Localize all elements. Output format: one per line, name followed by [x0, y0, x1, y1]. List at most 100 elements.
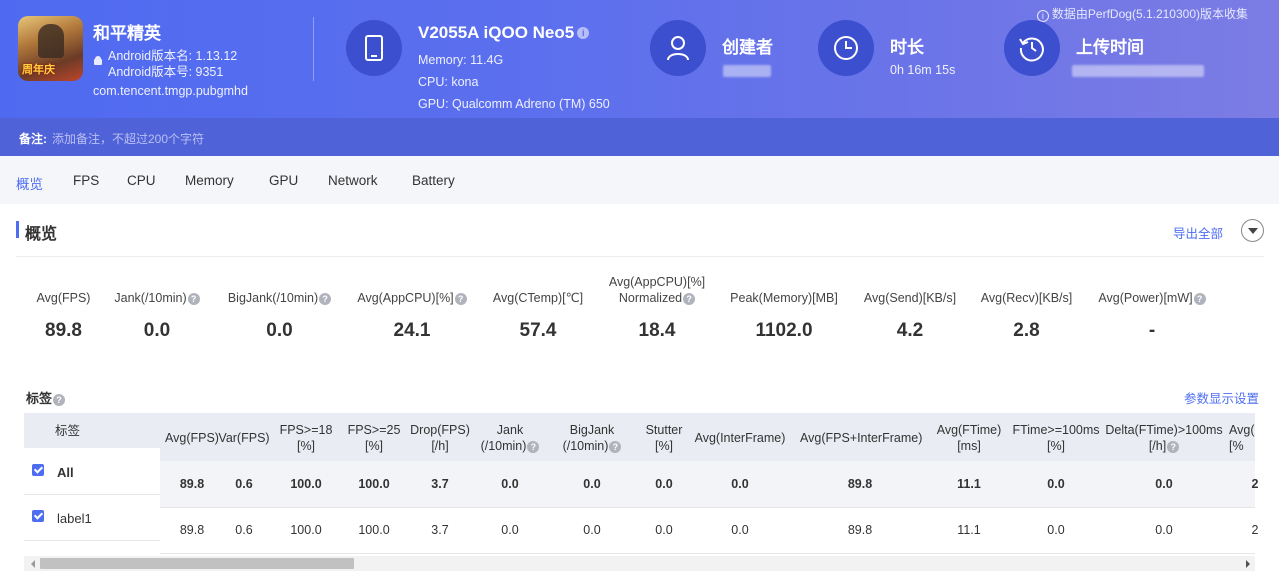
source-note: i 数据由PerfDog(5.1.210300)版本收集 — [1036, 5, 1248, 22]
tab-network[interactable]: Network — [328, 173, 378, 188]
creator-badge — [650, 20, 706, 76]
tags-title: 标签? — [26, 388, 66, 407]
help-icon[interactable]: ? — [454, 293, 467, 305]
tablet-icon — [365, 35, 383, 61]
tab-battery[interactable]: Battery — [412, 173, 455, 188]
device-name: V2055A iQOO Neo5 i — [418, 23, 590, 43]
device-memory: Memory: 11.4G — [418, 53, 504, 67]
col-header: FTime>=100ms [%] — [996, 422, 1116, 454]
col-header-line2: [%] — [364, 439, 384, 453]
android-version-code: Android版本号: 9351 — [108, 65, 224, 79]
col-header: Avg(FPS+InterFrame) — [800, 431, 923, 445]
stat-value: 18.4 — [638, 320, 676, 341]
help-icon[interactable]: ? — [683, 293, 696, 305]
stat-value: 0.0 — [143, 320, 171, 341]
col-header-line2: (/10min)? — [450, 438, 570, 454]
help-icon[interactable]: ? — [319, 293, 332, 305]
help-icon[interactable]: ? — [53, 394, 66, 406]
stat-appcpu-normalized: Avg(AppCPU)[%] Normalized? 18.4 — [601, 274, 713, 341]
table-cell: 0.0 — [655, 477, 673, 491]
tab-memory[interactable]: Memory — [185, 173, 234, 188]
device-cpu: CPU: kona — [418, 75, 479, 89]
table-cell: 100.0 — [358, 523, 390, 537]
help-icon[interactable]: ? — [1193, 293, 1206, 305]
help-icon[interactable]: ? — [1167, 441, 1180, 453]
col-header: Drop(FPS) [/h] — [380, 422, 500, 454]
device-badge — [346, 20, 402, 76]
col-header-line1: Drop(FPS) — [410, 423, 470, 437]
table-cell: 11.1 — [957, 477, 981, 491]
user-icon — [667, 36, 689, 61]
note-input[interactable]: 添加备注，不超过200个字符 — [52, 132, 205, 146]
table-cell: 0.0 — [501, 477, 519, 491]
section-title: 概览 — [25, 226, 58, 243]
header-divider — [313, 17, 314, 81]
stat-label-text: Avg(AppCPU)[%] — [357, 291, 454, 305]
device-gpu: GPU: Qualcomm Adreno (TM) 650 — [418, 97, 610, 111]
col-header-line2: [/h] — [431, 439, 449, 453]
scrollbar-thumb[interactable] — [40, 558, 354, 569]
stat-label: Avg(CTemp)[℃] — [492, 291, 584, 305]
creator-label: 创建者 — [722, 38, 773, 57]
table-cell: 2 — [1251, 523, 1259, 537]
table-cell: 100.0 — [358, 477, 390, 491]
scroll-right-arrow[interactable] — [1246, 560, 1250, 568]
device-info-icon[interactable]: i — [577, 27, 590, 39]
tab-bar: 概览 FPS CPU Memory GPU Network Battery — [0, 156, 1279, 204]
help-icon[interactable]: ? — [609, 441, 622, 453]
table-cell: 100.0 — [290, 523, 322, 537]
app-icon-badge: 周年庆 — [22, 63, 55, 76]
table-cell: 0.0 — [501, 523, 519, 537]
checkbox-all[interactable] — [32, 464, 44, 476]
collapse-button[interactable] — [1241, 219, 1264, 242]
upload-time-value-redacted — [1072, 65, 1204, 77]
note-bar: 备注: 添加备注，不超过200个字符 — [0, 118, 1279, 156]
stat-value: 24.1 — [393, 320, 431, 341]
table-cell: 0.0 — [1047, 523, 1065, 537]
col-header-line1: FPS>=18 — [279, 423, 333, 437]
table-cell: 3.7 — [431, 477, 449, 491]
col-header-line1: Avg(FTime) — [936, 423, 1002, 437]
col-header-line2: [% — [1229, 439, 1244, 453]
stat-label-text: Avg(Power)[mW] — [1098, 291, 1193, 305]
col-header-line1: Stutter — [645, 423, 683, 437]
section-divider — [16, 256, 1264, 257]
tab-overview[interactable]: 概览 — [16, 177, 43, 192]
creator-value-redacted — [723, 65, 771, 77]
export-all-link[interactable]: 导出全部 — [1173, 227, 1224, 241]
col-header-line1: Delta(FTime)>100ms — [1105, 423, 1223, 437]
help-icon[interactable]: ? — [527, 441, 540, 453]
scroll-left-arrow[interactable] — [31, 560, 35, 568]
table-cell: 89.8 — [847, 523, 873, 537]
row-divider — [160, 553, 1255, 554]
tab-cpu[interactable]: CPU — [127, 173, 156, 188]
checkbox-label1[interactable] — [32, 510, 44, 522]
col-header-tag: 标签 — [55, 424, 81, 438]
stat-value: - — [1148, 320, 1156, 341]
col-header-line2: [%] — [296, 439, 316, 453]
stat-bigjank: BigJank(/10min)? 0.0 — [222, 290, 337, 341]
table-cell: 11.1 — [957, 523, 981, 537]
duration-label: 时长 — [890, 38, 924, 57]
col-header: Avg(FTime) [ms] — [909, 422, 1029, 454]
stat-label: Avg(Recv)[KB/s] — [980, 291, 1073, 305]
device-name-text: V2055A iQOO Neo5 — [418, 23, 575, 42]
table-cell: 0.0 — [583, 523, 601, 537]
history-icon — [1019, 37, 1044, 62]
col-header-line2: [%] — [1046, 439, 1066, 453]
stat-label-text: Jank(/10min) — [114, 291, 187, 305]
col-header-line1: FPS>=25 — [347, 423, 401, 437]
stat-label-line1: Avg(AppCPU)[%] — [608, 275, 706, 289]
param-settings-link[interactable]: 参数显示设置 — [1184, 392, 1260, 406]
table-row — [24, 507, 1255, 553]
row-tag-label1: label1 — [24, 495, 160, 541]
col-header: Avg(InterFrame) — [694, 431, 786, 445]
col-header-line2: [%] — [654, 439, 674, 453]
android-icon — [94, 56, 102, 65]
stat-value: 0.0 — [266, 320, 293, 341]
col-header-line1: Avg( — [1229, 423, 1255, 437]
tab-gpu[interactable]: GPU — [269, 173, 299, 188]
help-icon[interactable]: ? — [187, 293, 200, 305]
stat-jank: Jank(/10min)? 0.0 — [107, 290, 207, 341]
tab-fps[interactable]: FPS — [73, 173, 100, 188]
